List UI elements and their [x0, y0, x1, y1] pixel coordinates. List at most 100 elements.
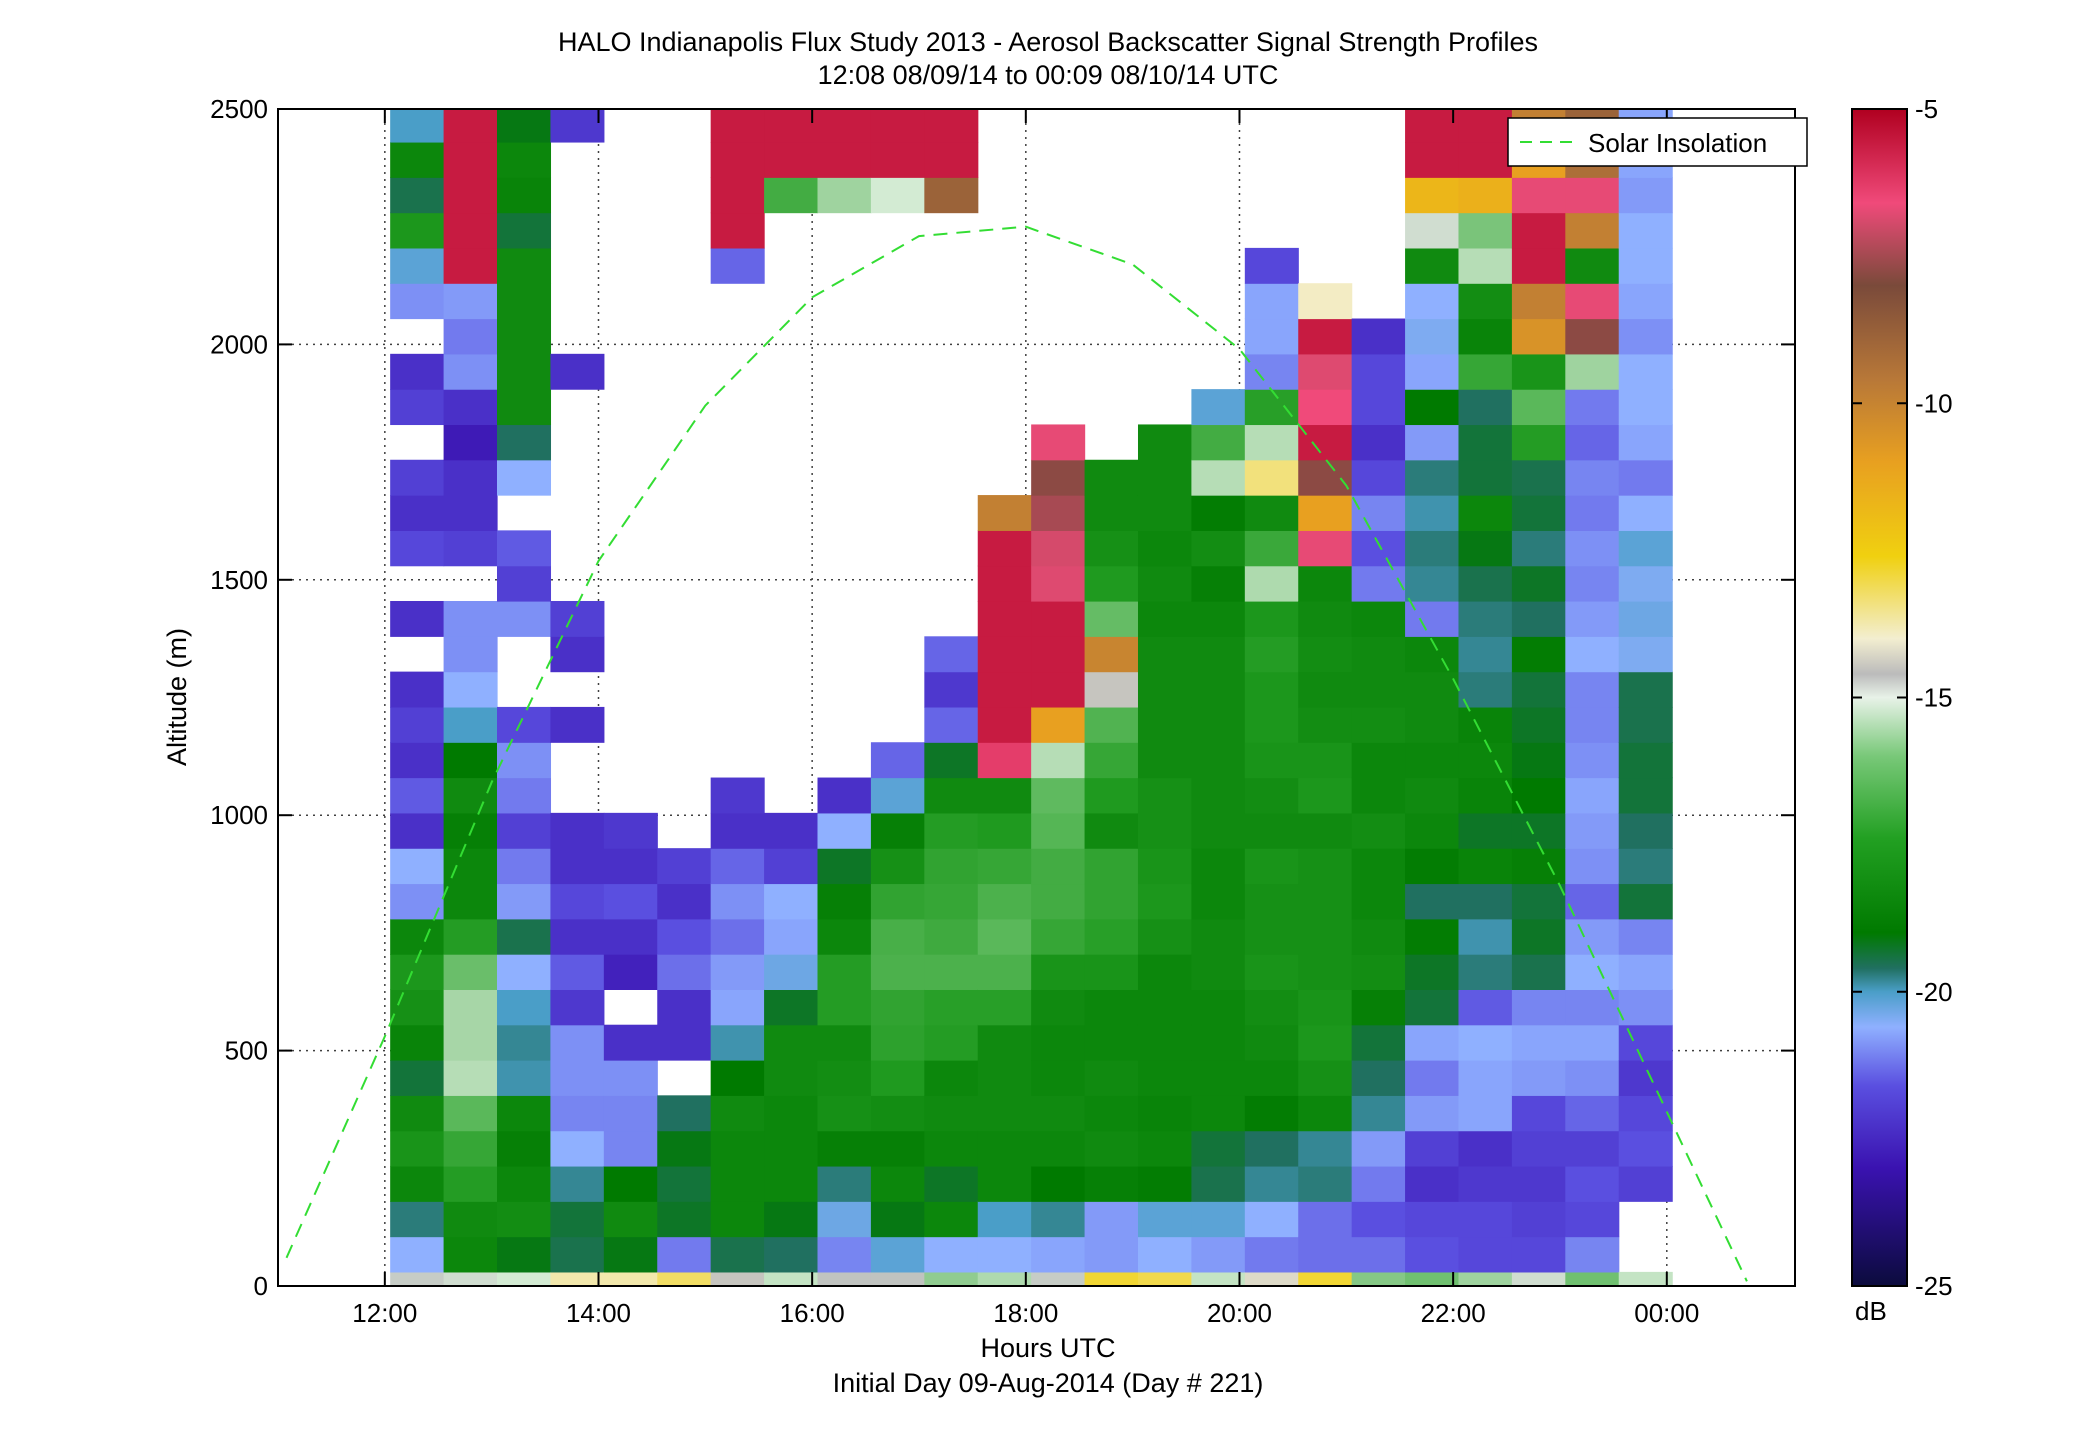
- heatmap-cell: [817, 1165, 872, 1202]
- heatmap-cell: [924, 1165, 979, 1202]
- heatmap-cell: [443, 459, 498, 496]
- heatmap-cell: [977, 777, 1032, 814]
- heatmap-cell: [1244, 636, 1299, 673]
- heatmap-cell: [1351, 812, 1406, 849]
- heatmap-cell: [444, 71, 498, 107]
- heatmap-cell: [1191, 1201, 1246, 1238]
- heatmap-cell: [1511, 565, 1566, 602]
- heatmap-cell: [1511, 883, 1566, 920]
- heatmap-cell: [1405, 1271, 1460, 1286]
- heatmap-cell: [390, 1165, 445, 1202]
- heatmap-cell: [1298, 1271, 1353, 1286]
- heatmap-cell: [1511, 177, 1566, 214]
- heatmap-cell: [1511, 742, 1566, 779]
- heatmap-cell: [443, 600, 498, 637]
- heatmap-cell: [870, 1165, 925, 1202]
- heatmap-cell: [1458, 71, 1512, 107]
- heatmap-cell: [1351, 353, 1406, 390]
- heatmap-cell: [1351, 565, 1406, 602]
- heatmap-cell: [1244, 777, 1299, 814]
- x-tick-label: 20:00: [1207, 1298, 1272, 1328]
- heatmap-cell: [1137, 848, 1193, 885]
- heatmap-cell: [1191, 600, 1246, 637]
- heatmap-cell: [1031, 1271, 1086, 1286]
- heatmap-cell: [924, 706, 979, 743]
- heatmap-cell: [1351, 1236, 1406, 1273]
- heatmap-cell: [1405, 706, 1460, 743]
- heatmap-cell: [497, 1060, 552, 1096]
- heatmap-cell: [1458, 1024, 1513, 1061]
- heatmap-cell: [1298, 495, 1353, 531]
- heatmap-cell: [497, 1236, 552, 1273]
- heatmap-cell: [1351, 1271, 1406, 1286]
- heatmap-cell: [1298, 424, 1353, 461]
- heatmap-cell: [1511, 1095, 1566, 1132]
- heatmap-cell: [390, 777, 445, 814]
- heatmap-cell: [764, 1130, 819, 1167]
- heatmap-cell: [1405, 389, 1460, 426]
- heatmap-cell: [1137, 1060, 1193, 1096]
- heatmap-cell: [1511, 459, 1566, 496]
- heatmap-cell: [1137, 1165, 1193, 1202]
- heatmap-cell: [1031, 600, 1086, 637]
- heatmap-cell: [1405, 671, 1460, 708]
- heatmap-cell: [1031, 1130, 1086, 1167]
- heatmap-cell: [497, 283, 552, 320]
- heatmap-cell: [1458, 600, 1513, 637]
- heatmap-cell: [1618, 495, 1673, 531]
- heatmap-cell: [1244, 989, 1299, 1026]
- heatmap-cell: [1191, 918, 1246, 955]
- heatmap-cell: [443, 495, 498, 531]
- heatmap-cell: [603, 1271, 658, 1286]
- heatmap-cell: [497, 954, 552, 990]
- heatmap-cell: [1084, 742, 1139, 779]
- heatmap-cell: [390, 71, 444, 107]
- heatmap-cell: [1618, 318, 1673, 355]
- heatmap-cell: [1191, 954, 1246, 990]
- heatmap-cell: [1137, 777, 1193, 814]
- heatmap-cell: [657, 1165, 712, 1202]
- heatmap-cell: [1618, 777, 1673, 814]
- heatmap-cell: [1351, 318, 1406, 355]
- heatmap-cell: [1405, 212, 1460, 249]
- heatmap-cell: [1351, 848, 1406, 885]
- heatmap-cell: [1405, 109, 1460, 143]
- heatmap-cell: [1618, 1271, 1673, 1286]
- heatmap-cell: [977, 1271, 1032, 1286]
- heatmap-cell: [1618, 177, 1673, 214]
- heatmap-cell: [1458, 141, 1513, 178]
- heatmap-cell: [1351, 459, 1406, 496]
- heatmap-cell: [817, 177, 872, 214]
- heatmap-cell: [924, 177, 979, 214]
- heatmap-cell: [497, 1130, 552, 1167]
- heatmap-cell: [1405, 1236, 1460, 1273]
- heatmap-cell: [764, 918, 819, 955]
- heatmap-cell: [764, 883, 819, 920]
- heatmap-cell: [390, 459, 445, 496]
- colorbar-tick-label: -25: [1915, 1271, 1953, 1301]
- heatmap-cell: [443, 1236, 498, 1273]
- heatmap-cell: [1458, 1236, 1513, 1273]
- heatmap-cell: [977, 1060, 1032, 1096]
- heatmap-cell: [1244, 706, 1299, 743]
- heatmap-cell: [1191, 530, 1246, 567]
- heatmap-cell: [1084, 706, 1139, 743]
- heatmap-cell: [443, 1095, 498, 1132]
- heatmap-cell: [1031, 918, 1086, 955]
- heatmap-cell: [1244, 1201, 1299, 1238]
- heatmap-cell: [1298, 1130, 1353, 1167]
- heatmap-cell: [710, 1130, 765, 1167]
- heatmap-cell: [1084, 671, 1139, 708]
- heatmap-cell: [1405, 565, 1460, 602]
- heatmap-cell: [1618, 918, 1673, 955]
- heatmap-cell: [390, 1236, 445, 1273]
- heatmap-cell: [390, 36, 444, 72]
- heatmap-cell: [924, 0, 978, 1]
- heatmap-cell: [1137, 636, 1193, 673]
- heatmap-cell: [1565, 883, 1620, 920]
- heatmap-cell: [1191, 1165, 1246, 1202]
- heatmap-cell: [1298, 812, 1353, 849]
- heatmap-cell: [870, 1060, 925, 1096]
- heatmap-cell: [1618, 706, 1673, 743]
- heatmap-cell: [1244, 954, 1299, 990]
